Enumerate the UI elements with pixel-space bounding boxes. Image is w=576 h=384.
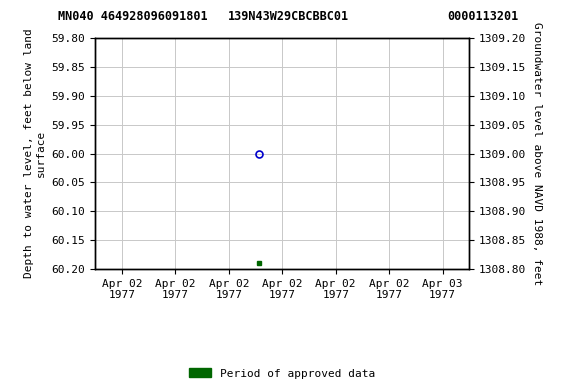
Legend: Period of approved data: Period of approved data xyxy=(185,364,380,383)
Y-axis label: Depth to water level, feet below land
surface: Depth to water level, feet below land su… xyxy=(24,29,46,278)
Text: 0000113201: 0000113201 xyxy=(447,10,518,23)
Text: 139N43W29CBCBBC01: 139N43W29CBCBBC01 xyxy=(228,10,348,23)
Text: MN040 464928096091801: MN040 464928096091801 xyxy=(58,10,207,23)
Y-axis label: Groundwater level above NAVD 1988, feet: Groundwater level above NAVD 1988, feet xyxy=(532,22,542,285)
